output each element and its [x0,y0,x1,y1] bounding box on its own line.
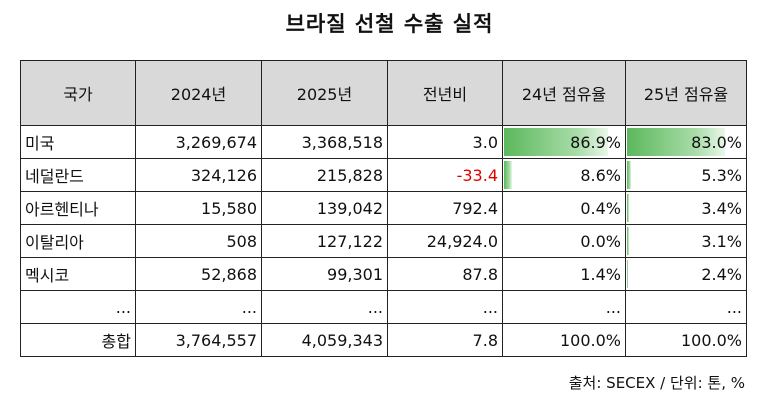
cell-country: 네덜란드 [20,158,136,192]
cell-yoy: 87.8 [387,257,503,291]
cell-2024: 324,126 [135,158,262,192]
cell-yoy: 24,924.0 [387,224,503,258]
table-row: 이탈리아 508 127,122 24,924.0 0.0% 3.1% [20,224,747,258]
total-yoy: 7.8 [387,323,503,357]
cell-2025: ... [261,290,388,324]
ellipsis-row: ... ... ... ... ... ... [20,290,747,324]
cell-2025: 127,122 [261,224,388,258]
cell-yoy: ... [387,290,503,324]
total-2025: 4,059,343 [261,323,388,357]
cell-2025: 3,368,518 [261,125,388,159]
cell-2024: 3,269,674 [135,125,262,159]
cell-yoy: 3.0 [387,125,503,159]
share-24-value: 86.9% [570,132,621,152]
share-24-value: 0.0% [580,231,621,251]
share-24-value: 8.6% [580,165,621,185]
share-bar [504,161,513,189]
share-bar [627,260,628,288]
total-2024: 3,764,557 [135,323,262,357]
total-row: 총합 3,764,557 4,059,343 7.8 100.0% 100.0% [20,323,747,357]
share-25-value: 3.4% [701,198,742,218]
total-share-24: 100.0% [502,323,626,357]
cell-2025: 215,828 [261,158,388,192]
source-note: 출처: SECEX / 단위: 톤, % [568,374,745,392]
cell-share-25: ... [625,290,747,324]
table-title: 브라질 선철 수출 실적 [285,12,494,36]
share-bar [627,227,629,255]
header-share-25: 25년 점유율 [625,60,747,126]
total-label: 총합 [20,323,136,357]
share-24-value: 1.4% [580,264,621,284]
cell-2025: 99,301 [261,257,388,291]
cell-share-25: 83.0% [625,125,747,159]
cell-yoy: -33.4 [387,158,503,192]
cell-share-24: ... [502,290,626,324]
cell-share-24: 0.4% [502,191,626,225]
header-yoy: 전년비 [387,60,503,126]
cell-share-24: 86.9% [502,125,626,159]
table-row: 아르헨티나 15,580 139,042 792.4 0.4% 3.4% [20,191,747,225]
share-bar [627,128,725,156]
cell-country: 멕시코 [20,257,136,291]
cell-share-25: 2.4% [625,257,747,291]
header-row: 국가 2024년 2025년 전년비 24년 점유율 25년 점유율 [20,60,747,126]
share-bar [504,128,609,156]
total-share-25: 100.0% [625,323,747,357]
cell-share-25: 3.4% [625,191,747,225]
cell-share-24: 0.0% [502,224,626,258]
share-25-value: 83.0% [691,132,742,152]
share-bar [627,194,630,222]
cell-country: 이탈리아 [20,224,136,258]
share-25-value: 3.1% [701,231,742,251]
share-25-value: 2.4% [701,264,742,284]
cell-yoy: 792.4 [387,191,503,225]
cell-share-25: 3.1% [625,224,747,258]
header-share-24: 24년 점유율 [502,60,626,126]
share-bar [627,161,632,189]
header-2025: 2025년 [261,60,388,126]
cell-share-25: 5.3% [625,158,747,192]
cell-2024: 508 [135,224,262,258]
share-24-value: 0.4% [580,198,621,218]
cell-2025: 139,042 [261,191,388,225]
export-table: 국가 2024년 2025년 전년비 24년 점유율 25년 점유율 미국 3,… [20,60,747,357]
cell-2024: ... [135,290,262,324]
header-2024: 2024년 [135,60,262,126]
cell-share-24: 1.4% [502,257,626,291]
table-row: 멕시코 52,868 99,301 87.8 1.4% 2.4% [20,257,747,291]
cell-country: ... [20,290,136,324]
cell-share-24: 8.6% [502,158,626,192]
cell-2024: 52,868 [135,257,262,291]
cell-country: 아르헨티나 [20,191,136,225]
table-row: 미국 3,269,674 3,368,518 3.0 86.9% 83.0% [20,125,747,159]
cell-country: 미국 [20,125,136,159]
share-25-value: 5.3% [701,165,742,185]
table-row: 네덜란드 324,126 215,828 -33.4 8.6% 5.3% [20,158,747,192]
header-country: 국가 [20,60,136,126]
cell-2024: 15,580 [135,191,262,225]
